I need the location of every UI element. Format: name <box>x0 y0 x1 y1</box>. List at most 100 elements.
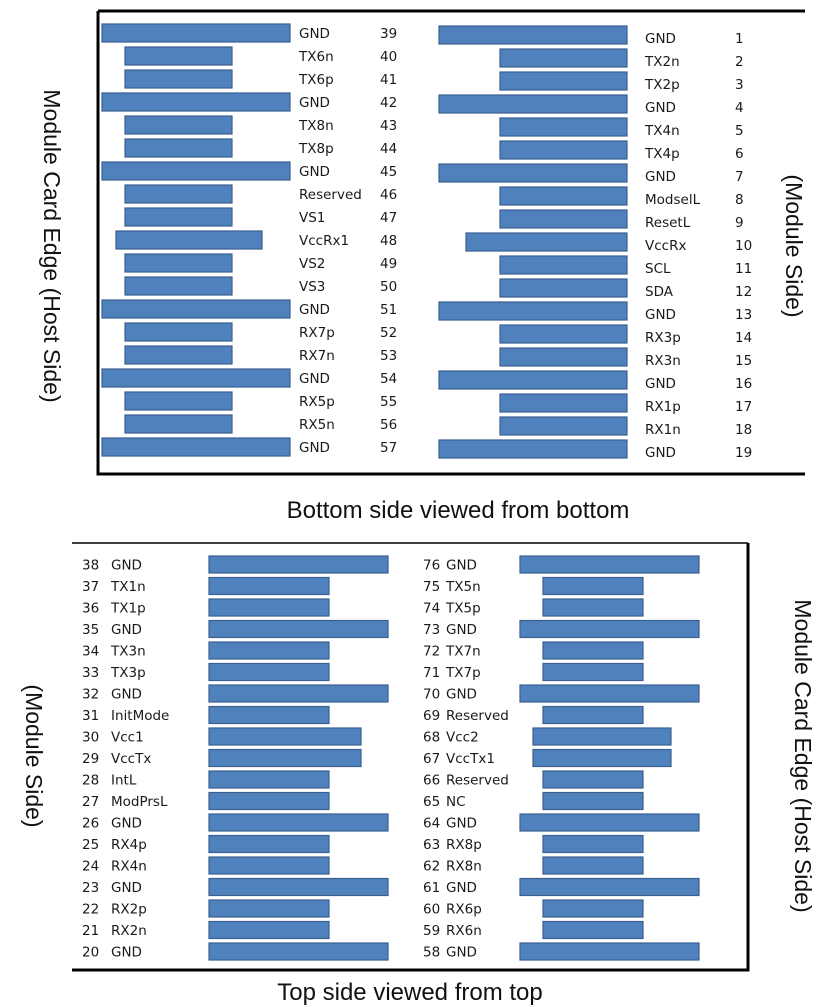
pad-6-tx4p <box>500 141 627 159</box>
pin-number: 19 <box>735 445 752 461</box>
pin-label: ModselL <box>645 192 701 208</box>
pad-60-rx6p <box>543 900 643 917</box>
pin-number: 26 <box>82 816 99 832</box>
pad-25-rx4p <box>209 836 329 853</box>
pad-8-modsell <box>500 187 627 205</box>
pad-59-rx6n <box>543 922 643 939</box>
pad-70-gnd <box>520 685 699 702</box>
pin-label: RX7n <box>299 348 335 364</box>
pin-number: 60 <box>423 902 440 918</box>
pin-label: GND <box>299 302 330 318</box>
pad-69-reserved <box>543 707 643 724</box>
pad-40-tx6n <box>125 47 232 65</box>
pad-44-tx8p <box>125 139 232 157</box>
pad-37-tx1n <box>209 578 329 595</box>
pin-label: VS2 <box>299 256 325 272</box>
pin-label: GND <box>645 445 676 461</box>
pin-label: TX2p <box>644 77 680 93</box>
pad-13-gnd <box>439 302 627 320</box>
pad-12-sda <box>500 279 627 297</box>
pin-number: 62 <box>423 859 440 875</box>
pad-2-tx2n <box>500 49 627 67</box>
pad-5-tx4n <box>500 118 627 136</box>
pin-number: 7 <box>735 169 744 185</box>
top-left-pin-column: GND38TX1n37TX1p36GND35TX3n34TX3p33GND32I… <box>82 556 388 961</box>
pin-number: 70 <box>423 687 440 703</box>
pad-51-gnd <box>102 300 290 318</box>
pin-number: 55 <box>380 394 397 410</box>
pin-label: TX6p <box>298 72 334 88</box>
pad-65-nc <box>543 793 643 810</box>
pad-32-gnd <box>209 685 388 702</box>
pad-3-tx2p <box>500 72 627 90</box>
bottom-right-pin-column: GND 1TX2n 2TX2p 3GND 4TX4n 5TX4p 6GND 7ModselL 8… <box>439 26 752 461</box>
pin-number: 56 <box>380 417 397 433</box>
pad-18-rx1n <box>500 417 627 435</box>
pad-55-rx5p <box>125 392 232 410</box>
pin-label: TX4n <box>644 123 680 139</box>
pin-number: 39 <box>380 26 397 42</box>
pin-number: 14 <box>735 330 752 346</box>
pin-label: GND <box>111 622 142 638</box>
pin-number: 48 <box>380 233 397 249</box>
pad-45-gnd <box>102 162 290 180</box>
pin-number: 64 <box>423 816 440 832</box>
pin-label: Vcc2 <box>446 730 479 746</box>
pad-26-gnd <box>209 814 388 831</box>
pin-number: 51 <box>380 302 397 318</box>
pin-label: GND <box>645 376 676 392</box>
pin-label: TX2n <box>644 54 680 70</box>
pin-label: RX1p <box>645 399 681 415</box>
pin-label: GND <box>446 622 477 638</box>
pin-label: ModPrsL <box>111 794 168 810</box>
pad-72-tx7n <box>543 642 643 659</box>
pad-38-gnd <box>209 556 388 573</box>
pad-34-tx3n <box>209 642 329 659</box>
pin-number: 24 <box>82 859 99 875</box>
pad-43-tx8n <box>125 116 232 134</box>
pin-number: 72 <box>423 644 440 660</box>
pin-label: GND <box>446 880 477 896</box>
pin-number: 67 <box>423 751 440 767</box>
pin-label: GND <box>446 687 477 703</box>
pin-label: Reserved <box>446 708 509 724</box>
pin-label: TX6n <box>298 49 334 65</box>
pad-36-tx1p <box>209 599 329 616</box>
pin-label: RX2p <box>111 902 147 918</box>
pin-number: 5 <box>735 123 744 139</box>
pad-67-vcctx1 <box>533 750 671 767</box>
pad-33-tx3p <box>209 664 329 681</box>
pin-label: GND <box>111 880 142 896</box>
pin-label: RX3n <box>645 353 681 369</box>
pin-label: Reserved <box>299 187 362 203</box>
pin-label: IntL <box>111 773 137 789</box>
pin-number: 44 <box>380 141 397 157</box>
pin-label: TX5p <box>445 601 481 617</box>
pin-number: 65 <box>423 794 440 810</box>
pin-number: 45 <box>380 164 397 180</box>
pin-label: GND <box>299 26 330 42</box>
pad-68-vcc2 <box>533 728 671 745</box>
pin-number: 73 <box>423 622 440 638</box>
pad-56-rx5n <box>125 415 232 433</box>
pin-number: 16 <box>735 376 752 392</box>
pin-number: 58 <box>423 945 440 961</box>
pad-22-rx2p <box>209 900 329 917</box>
pin-number: 20 <box>82 945 99 961</box>
pin-number: 25 <box>82 837 99 853</box>
pin-number: 61 <box>423 880 440 896</box>
pin-label: VccTx1 <box>446 751 495 767</box>
pin-number: 38 <box>82 558 99 574</box>
pin-label: GND <box>645 307 676 323</box>
pad-7-gnd <box>439 164 627 182</box>
pin-label: GND <box>299 164 330 180</box>
pin-number: 22 <box>82 902 99 918</box>
pin-number: 32 <box>82 687 99 703</box>
pin-number: 30 <box>82 730 99 746</box>
pin-number: 9 <box>735 215 744 231</box>
pin-label: VS3 <box>299 279 325 295</box>
pin-label: GND <box>299 440 330 456</box>
pin-number: 21 <box>82 923 99 939</box>
pin-label: TX4p <box>644 146 680 162</box>
